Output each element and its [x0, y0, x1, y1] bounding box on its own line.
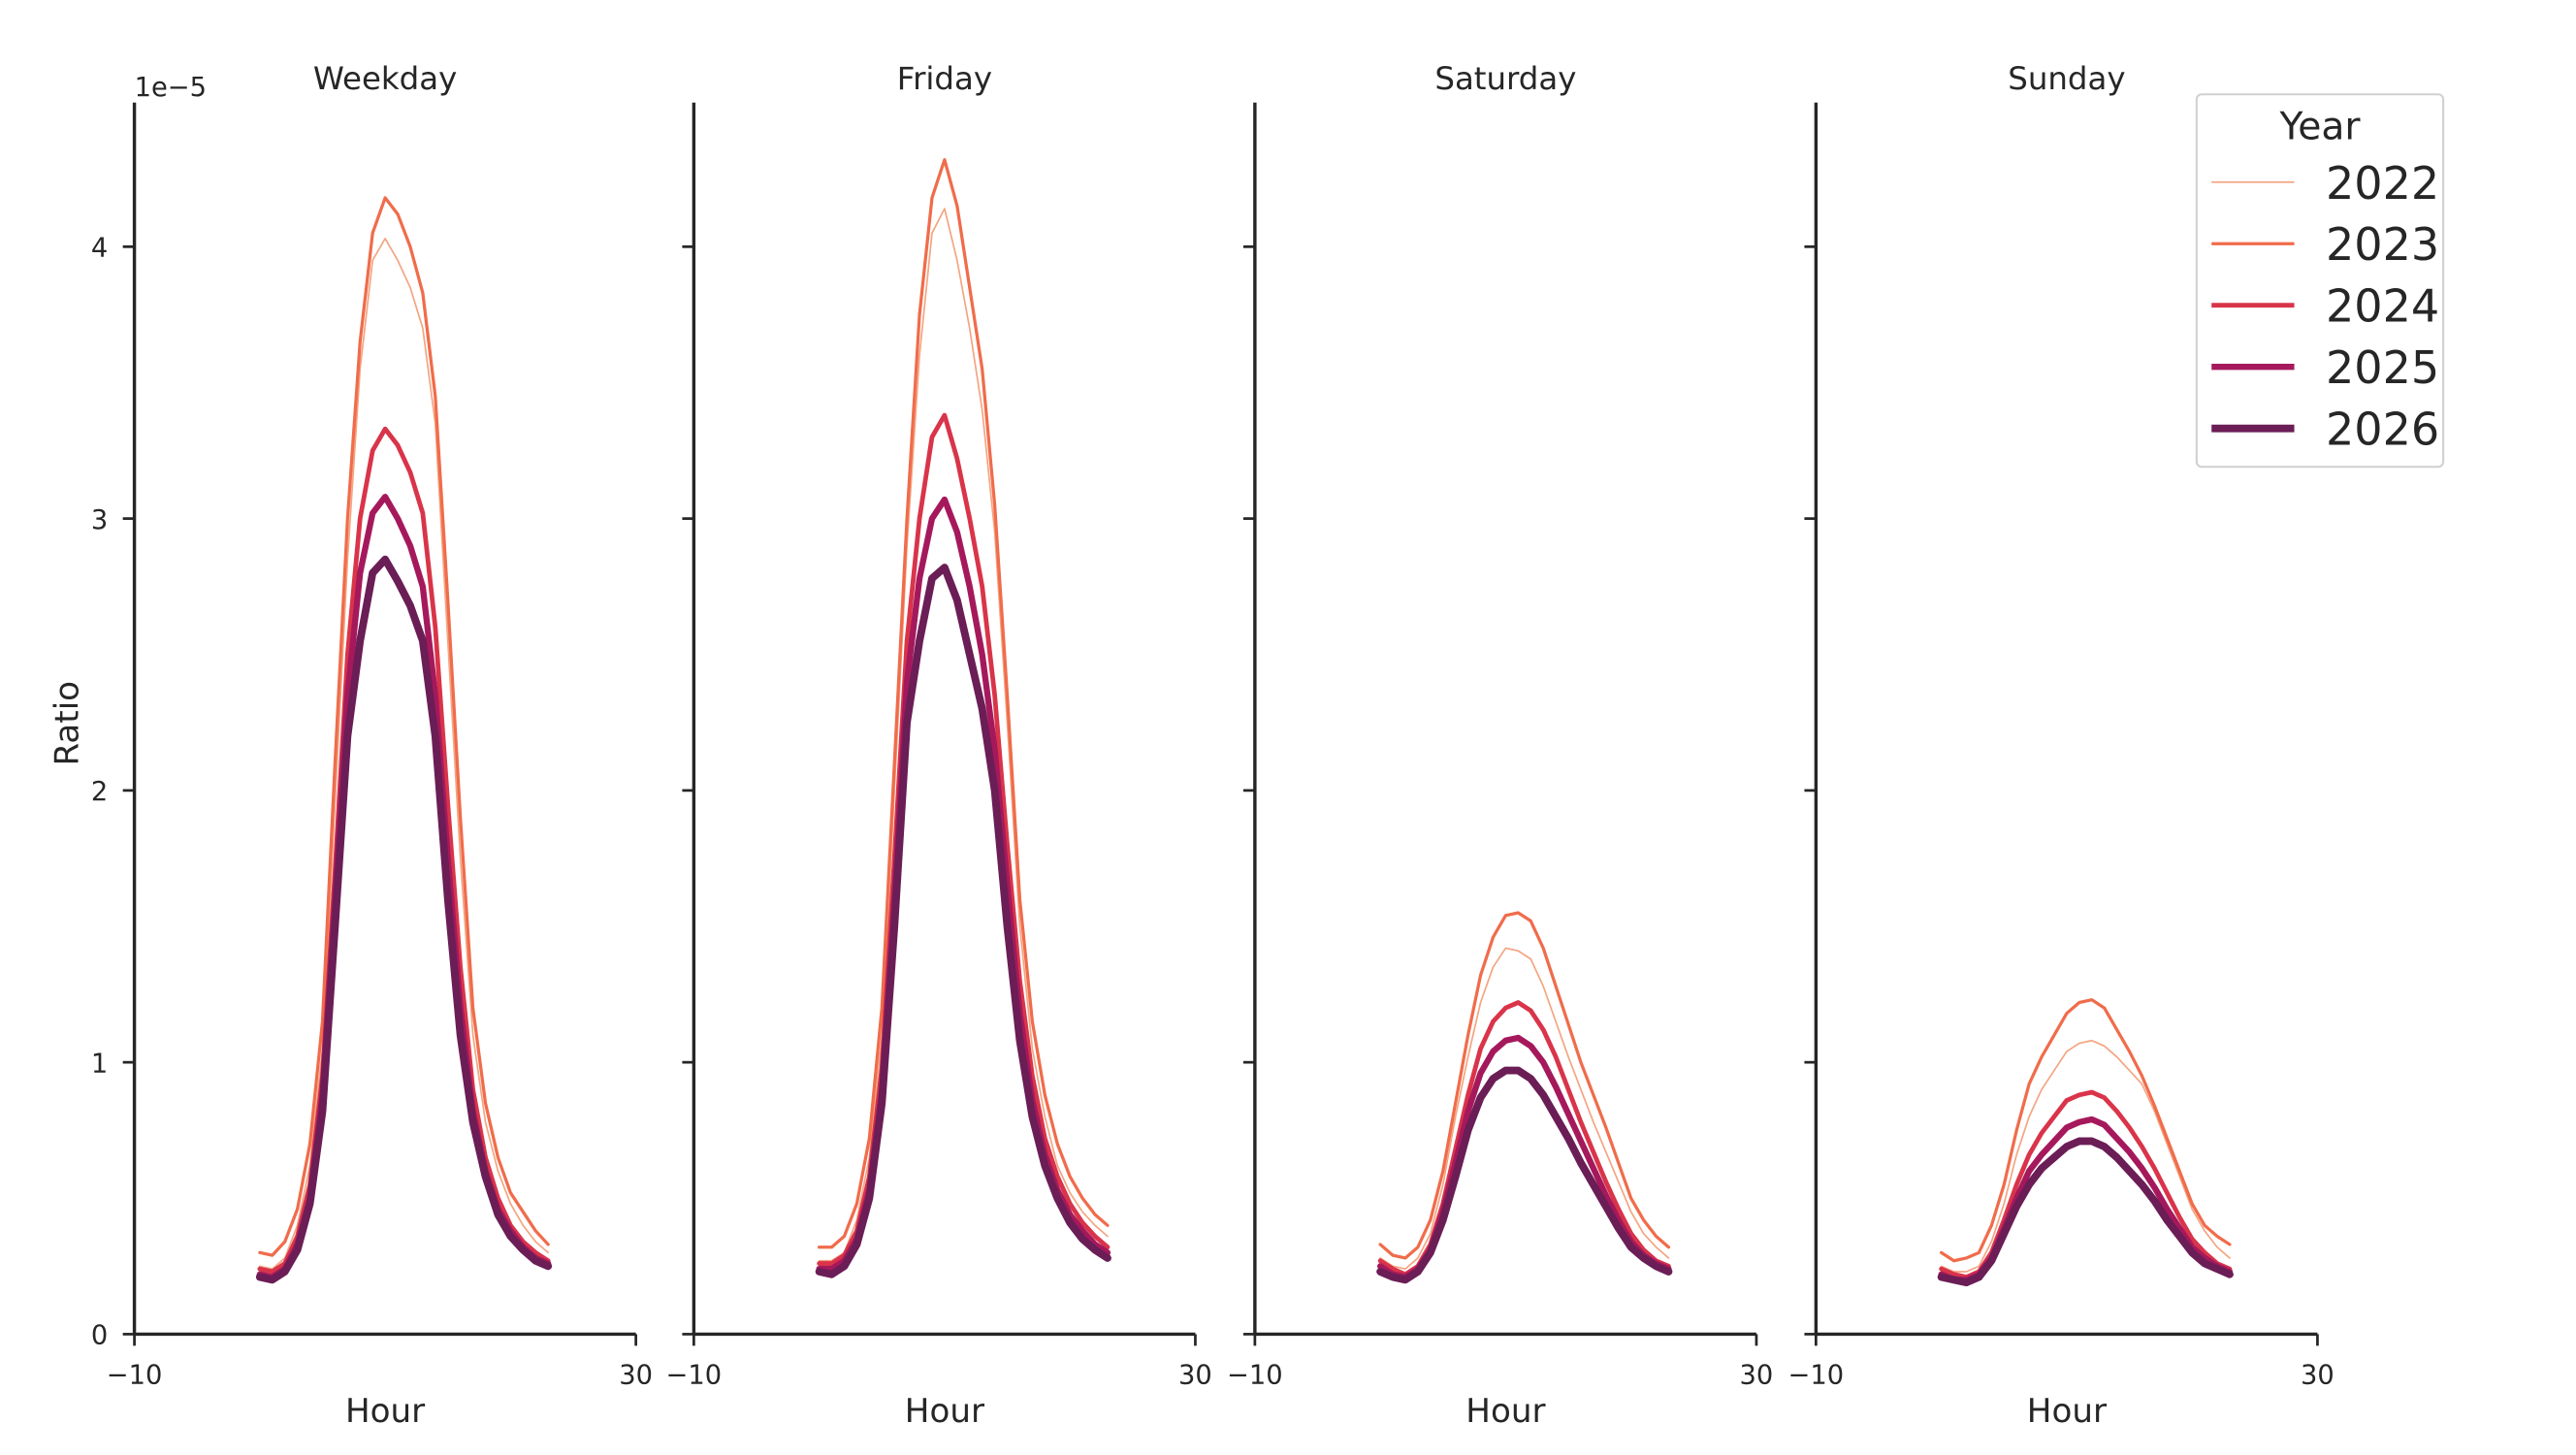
series-line: [1940, 1039, 2231, 1273]
x-tick-label: −10: [107, 1361, 163, 1391]
x-tick-label: −10: [666, 1361, 723, 1391]
series-line: [817, 412, 1111, 1266]
series-line: [1376, 1066, 1673, 1284]
y-tick-label: 2: [91, 777, 108, 807]
legend-label: 2023: [2326, 218, 2439, 271]
series-line: [815, 564, 1111, 1278]
panel-title: Sunday: [2008, 60, 2125, 97]
x-axis-label: Hour: [1465, 1392, 1546, 1431]
legend-label: 2022: [2326, 157, 2439, 210]
x-tick-label: −10: [1788, 1361, 1845, 1391]
x-axis-label: Hour: [2027, 1392, 2108, 1431]
legend-label: 2026: [2326, 404, 2439, 456]
panel-title: Weekday: [313, 60, 457, 97]
y-tick-label: 4: [91, 234, 108, 264]
x-tick-label: −10: [1227, 1361, 1283, 1391]
x-tick-label: 30: [2301, 1361, 2334, 1391]
legend-label: 2024: [2326, 280, 2439, 333]
series-line: [1937, 1137, 2234, 1287]
y-tick-label: 3: [91, 505, 108, 535]
series-line: [257, 426, 551, 1275]
x-tick-label: 30: [619, 1361, 653, 1391]
y-axis-label: Ratio: [48, 681, 87, 766]
series-line: [1940, 998, 2232, 1263]
panel-title: Friday: [897, 60, 992, 97]
legend-label: 2025: [2326, 341, 2439, 394]
y-tick-label: 1: [91, 1049, 108, 1079]
series-line: [258, 196, 550, 1257]
x-axis-label: Hour: [905, 1392, 985, 1431]
series-line: [1379, 947, 1670, 1271]
y-tick-label: 0: [91, 1321, 108, 1351]
series-line: [258, 238, 550, 1271]
series-line: [818, 208, 1109, 1262]
x-tick-label: 30: [1740, 1361, 1774, 1391]
legend-box: [2195, 93, 2445, 469]
series-line: [256, 494, 552, 1280]
x-axis-label: Hour: [345, 1392, 426, 1431]
legend-title: Year: [2278, 105, 2361, 148]
series-line: [255, 555, 553, 1284]
series-line: [818, 158, 1110, 1249]
legend: Year 2022 2023 2024 2025 2026: [2195, 93, 2445, 469]
series-line: [1378, 911, 1671, 1260]
y-offset-label: 1e−5: [135, 73, 207, 103]
panel-title: Saturday: [1434, 60, 1576, 97]
x-tick-label: 30: [1178, 1361, 1212, 1391]
